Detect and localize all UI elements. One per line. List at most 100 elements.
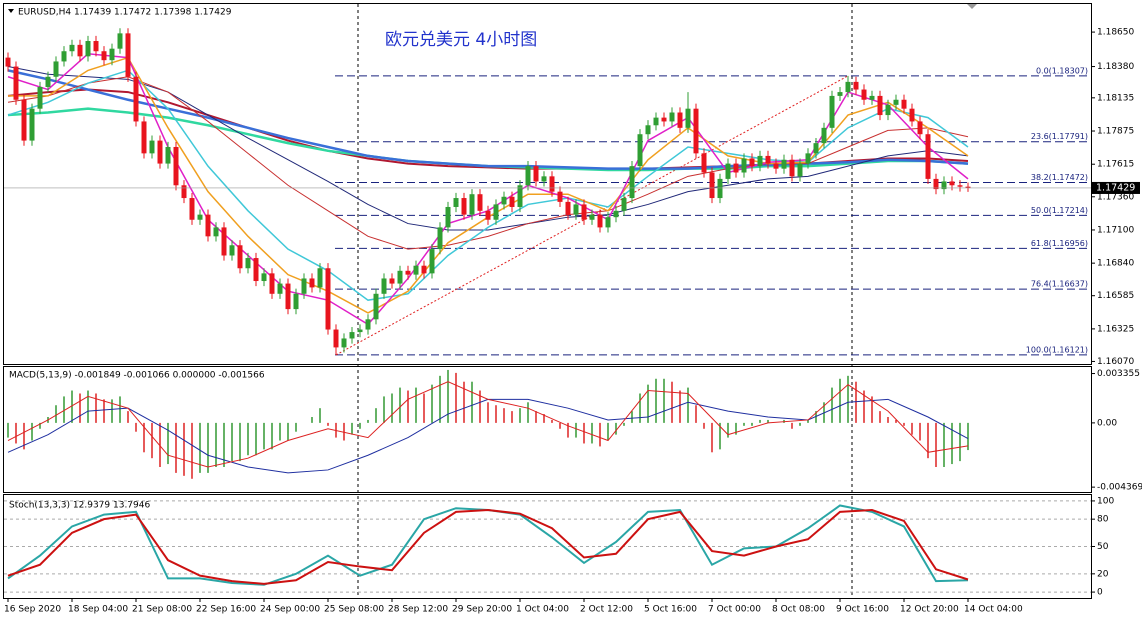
y-tick-label: -0.004369 (1097, 483, 1142, 493)
chart-title: 欧元兑美元 4小时图 (385, 30, 537, 50)
candle-body (285, 283, 291, 310)
fib-label: 0.0(1.18307) (1036, 66, 1088, 75)
candle-body (77, 44, 83, 57)
current-price-box (1092, 181, 1140, 194)
candle-body (605, 217, 611, 228)
candle-body (901, 99, 907, 109)
candle-body (613, 210, 619, 218)
y-tick-label: 1.18650 (1097, 28, 1134, 38)
y-tick-label: 1.16840 (1097, 259, 1134, 269)
candle-body (341, 338, 347, 348)
candle-body (845, 81, 851, 93)
candle-body (629, 166, 635, 199)
y-tick-label: 50 (1097, 542, 1109, 552)
y-tick-label: 0.003355 (1097, 369, 1140, 379)
candle-body (389, 278, 395, 284)
candle-body (941, 181, 947, 190)
candle-body (645, 125, 651, 135)
candle-body (421, 265, 427, 274)
x-tick-label: 7 Oct 00:00 (708, 605, 761, 615)
candle-body (789, 159, 795, 177)
candle-body (181, 185, 187, 199)
candle-body (365, 319, 371, 330)
symbol-header: EURUSD,H4 1.17439 1.17472 1.17398 1.1742… (18, 8, 232, 18)
x-tick-label: 5 Oct 16:00 (644, 605, 697, 615)
y-tick-label: 80 (1097, 515, 1109, 525)
candle-body (637, 134, 643, 167)
candle-body (229, 245, 235, 256)
candle-body (853, 81, 859, 90)
candle-body (741, 158, 747, 173)
candle-body (501, 196, 507, 205)
candle-body (325, 268, 331, 330)
candle-body (557, 191, 563, 202)
candle-body (509, 196, 515, 207)
candle-body (149, 140, 155, 154)
candle-body (109, 48, 115, 61)
candle-body (141, 121, 147, 154)
candle-body (237, 245, 243, 269)
candle-body (189, 198, 195, 220)
candle-body (493, 204, 499, 220)
candle-body (837, 92, 843, 96)
x-tick-label: 16 Sep 2020 (4, 605, 61, 615)
stoch-header: Stoch(13,3,3) 12.9379 13.7946 (9, 501, 150, 511)
candle-body (717, 178, 723, 199)
candle-body (701, 153, 707, 173)
candle-body (29, 108, 35, 141)
main-panel (3, 3, 1092, 365)
menu-arrow[interactable] (8, 9, 14, 13)
candle-body (781, 159, 787, 169)
candle-body (461, 198, 467, 215)
candle-body (893, 99, 899, 105)
x-tick-label: 28 Sep 12:00 (388, 605, 448, 615)
candle-body (21, 99, 27, 141)
current-price-label: 1.17429 (1096, 182, 1135, 193)
candle-body (293, 293, 299, 310)
scroll-marker (967, 4, 977, 9)
y-tick-label: 1.16325 (1097, 324, 1134, 334)
candle-body (685, 108, 691, 128)
candle-body (821, 127, 827, 144)
candle-body (173, 146, 179, 186)
candle-body (965, 186, 971, 188)
x-tick-label: 22 Sep 16:00 (196, 605, 256, 615)
candle-body (757, 155, 763, 167)
candle-body (669, 112, 675, 122)
candle-body (405, 270, 411, 275)
candle-body (485, 210, 491, 220)
x-tick-label: 8 Oct 08:00 (772, 605, 825, 615)
x-tick-label: 21 Sep 08:00 (132, 605, 192, 615)
candle-body (277, 283, 283, 294)
candle-body (309, 278, 315, 288)
x-tick-label: 18 Sep 04:00 (68, 605, 128, 615)
x-tick-label: 2 Oct 12:00 (580, 605, 633, 615)
candle-body (765, 155, 771, 164)
fib-label: 38.2(1.17472) (1031, 173, 1088, 182)
candle-body (133, 76, 139, 122)
candle-body (733, 163, 739, 173)
candle-body (53, 61, 59, 77)
candle-body (909, 108, 915, 122)
y-tick-label: 0 (1097, 588, 1103, 598)
candle-body (709, 172, 715, 199)
macd-line (7, 381, 969, 468)
candle-body (477, 194, 483, 211)
candle-body (13, 66, 19, 100)
candle-body (333, 329, 339, 348)
candle-body (805, 153, 811, 164)
candle-body (869, 95, 875, 100)
fib-label: 61.8(1.16956) (1031, 239, 1088, 248)
candle-body (541, 176, 547, 182)
stoch-line (7, 509, 969, 585)
y-tick-label: 20 (1097, 569, 1109, 579)
y-tick-label: 0.00 (1097, 418, 1117, 428)
candle-body (221, 227, 227, 256)
candle-body (661, 117, 667, 122)
fib-label: 76.4(1.16637) (1031, 280, 1088, 289)
candle-body (69, 44, 75, 52)
candle-body (373, 293, 379, 320)
candle-body (205, 214, 211, 237)
